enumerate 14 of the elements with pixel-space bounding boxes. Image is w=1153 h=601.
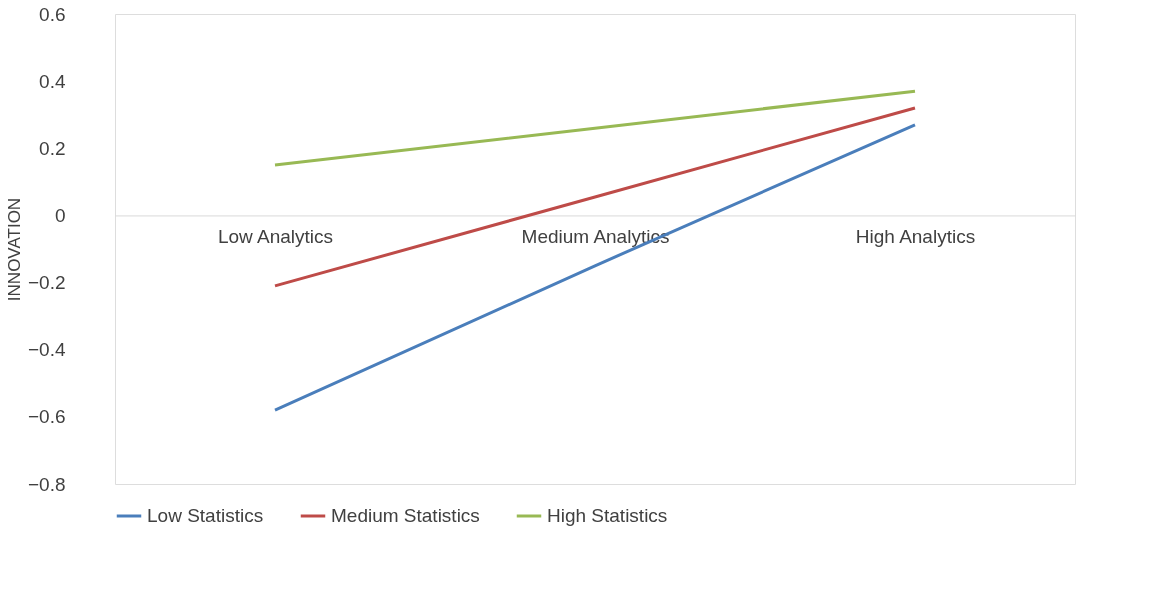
y-tick-label: 0.6 [39, 3, 66, 25]
legend-label: Low Statistics [147, 505, 264, 526]
legend-label: High Statistics [547, 505, 668, 526]
y-tick-label: −0.8 [27, 473, 66, 495]
y-tick-label: −0.2 [27, 272, 66, 294]
y-tick-label: 0.4 [39, 70, 66, 92]
x-tick-label: High Analytics [855, 225, 976, 247]
y-tick-label: 0 [54, 204, 66, 226]
y-tick-label: 0.2 [39, 137, 66, 159]
y-axis-title: INNOVATION [4, 197, 24, 302]
y-tick-label: −0.4 [27, 339, 66, 361]
x-tick-label: Low Analytics [217, 225, 334, 247]
legend-label: Medium Statistics [331, 505, 480, 526]
y-tick-label: −0.6 [27, 406, 66, 428]
